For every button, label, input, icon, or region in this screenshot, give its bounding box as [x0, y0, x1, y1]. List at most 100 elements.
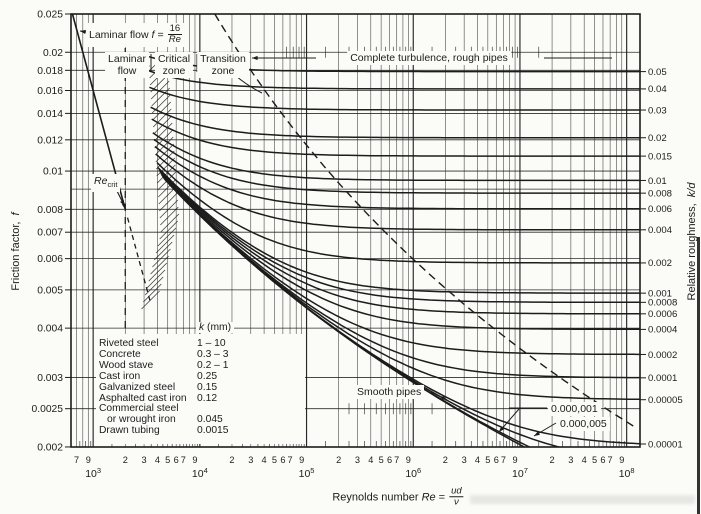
laminar-eq-text: Laminar flow [89, 28, 149, 41]
legend-k-value: 0.12 [197, 392, 218, 404]
scan-artifact-edge-strip [697, 237, 700, 514]
tick-label: 0.00005 [648, 395, 683, 406]
tick-label: 6 [494, 455, 499, 465]
roughness-curve [152, 132, 640, 182]
laminar-eq-f: f [151, 28, 155, 41]
decade-label: 108 [619, 466, 635, 480]
roughness-curve [154, 145, 640, 210]
tick-label: 5 [165, 455, 170, 465]
complete-turbulence-label: Complete turbulence, rough pipes [347, 51, 511, 65]
roughness-curves [146, 55, 640, 447]
zone-label-laminar: Laminar flow [105, 52, 149, 78]
tick-label: 3 [248, 455, 253, 465]
tick-label: 7 [74, 455, 79, 465]
smooth-pipes-label: Smooth pipes [354, 385, 425, 399]
y-axis-title-left: Friction factor, f [10, 212, 22, 291]
legend-material-name: Commercial steel [99, 403, 179, 415]
roughness-curve [149, 86, 640, 111]
x-axis-title: Reynolds number Re = ud ν [329, 485, 467, 508]
tick-label: 9 [299, 455, 304, 465]
tick-label: 2 [550, 455, 555, 465]
tick-label: 2 [229, 455, 234, 465]
tick-label: 0.04 [648, 84, 667, 95]
decade-label: 104 [192, 466, 208, 480]
roughness-curve [148, 69, 640, 90]
axis-ticks-labels: 0.0250.020.0180.0160.0140.0120.010.0080.… [32, 10, 683, 481]
tick-label: 0.008 [37, 205, 63, 216]
tick-label: 6 [280, 455, 285, 465]
tick-label: 5 [592, 455, 597, 465]
roughness-curve [153, 138, 640, 194]
tick-label: 0.0004 [648, 325, 678, 336]
tick-label: 6 [387, 455, 392, 465]
laminar-eq-equals: = [157, 28, 164, 41]
tick-label: 0.018 [37, 66, 63, 77]
tick-label: 0.0008 [648, 298, 677, 309]
tick-label: 0.004 [648, 225, 673, 236]
tick-label: 0.001 [648, 288, 672, 299]
tick-label: 6 [174, 455, 179, 465]
tick-label: 0.004 [37, 324, 63, 335]
tick-label: 4 [262, 455, 267, 465]
tick-label: 7 [394, 455, 399, 465]
legend-material-name: Cast iron [99, 370, 141, 382]
tick-label: 3 [141, 455, 146, 465]
tick-label: 2 [443, 455, 448, 465]
tick-label: 0.006 [37, 254, 63, 265]
decade-label: 106 [405, 466, 421, 480]
tick-label: 0.006 [648, 204, 672, 215]
tick-label: 9 [192, 455, 197, 465]
tick-label: 5 [379, 455, 384, 465]
legend-header: k (mm) [196, 322, 235, 333]
roughness-curve [158, 168, 640, 304]
tick-label: 0.003 [37, 373, 63, 384]
tick-label: 4 [155, 455, 160, 465]
tick-label: 0.005 [37, 285, 63, 296]
tick-label: 0.01 [43, 167, 63, 178]
tick-label: 0.02 [648, 133, 667, 144]
roughness-curve [156, 162, 640, 264]
legend-material-name: Concrete [99, 348, 141, 360]
tick-label: 0.007 [37, 228, 63, 239]
re-crit-label: Recrit [91, 174, 121, 193]
tick-label: 0.0025 [32, 404, 64, 415]
legend-material-name: or wrought iron [107, 414, 176, 426]
tick-label: 3 [568, 455, 573, 465]
roughness-curve [151, 118, 640, 157]
curve-label-0000005: 0.000,005 [557, 417, 610, 431]
roughness-curve [157, 167, 640, 294]
roughness-curve [150, 106, 640, 139]
legend-k-value: 0.0015 [197, 425, 229, 437]
tick-label: 0.02 [43, 48, 63, 59]
laminar-eq-fraction: 16 Re [167, 23, 183, 46]
tick-label: 0.025 [37, 10, 63, 21]
tick-label: 0.00001 [648, 439, 683, 450]
legend-material-name: Asphalted cast iron [99, 392, 187, 404]
legend-material-name: Wood stave [99, 359, 154, 371]
legend-material-name: Drawn tubing [99, 425, 160, 437]
tick-label: 2 [123, 455, 128, 465]
decade-label: 107 [512, 466, 528, 480]
roughness-curve [161, 174, 640, 356]
scan-artifact-bleed [470, 495, 695, 504]
tick-label: 7 [501, 455, 506, 465]
zone-label-critical: Critical zone [154, 52, 194, 78]
decade-label: 103 [85, 466, 101, 480]
decade-label: 105 [299, 466, 315, 480]
tick-label: 0.012 [37, 135, 63, 146]
tick-label: 9 [406, 455, 411, 465]
tick-label: 0.002 [648, 258, 672, 269]
legend-k-value: 0.25 [197, 370, 218, 382]
x-axis-fraction: ud ν [449, 485, 464, 508]
tick-label: 9 [513, 455, 518, 465]
smooth-pipe-curve [165, 179, 526, 447]
legend-k-value: 1 – 10 [197, 338, 226, 349]
tick-label: 0.014 [37, 109, 63, 120]
laminar-equation-label: Laminar flow f = 16 Re [86, 23, 186, 47]
tick-label: 7 [287, 455, 292, 465]
tick-label: 0.015 [648, 151, 672, 162]
tick-label: 0.01 [648, 176, 667, 187]
legend-k-value: 0.3 – 3 [197, 348, 229, 360]
tick-label: 0.016 [37, 86, 63, 97]
